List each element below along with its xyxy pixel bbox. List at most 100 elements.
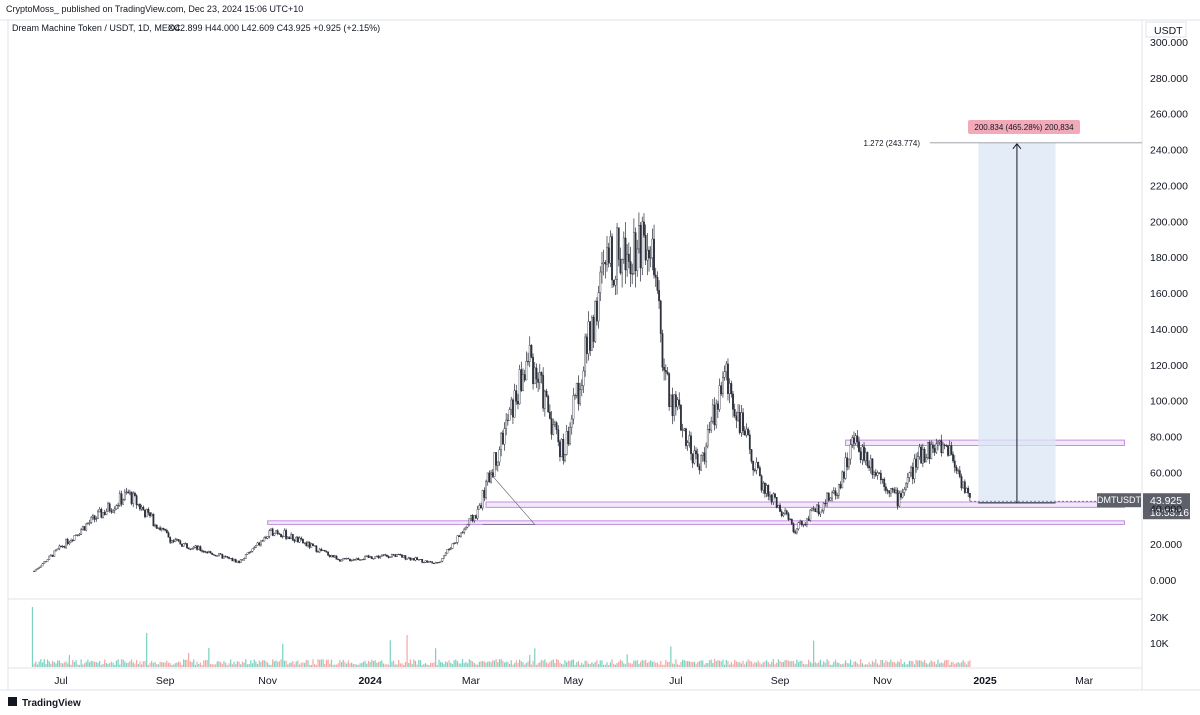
candle-body	[266, 536, 269, 539]
candle-body	[81, 526, 84, 530]
volume-bar	[214, 664, 217, 667]
volume-bar	[141, 664, 143, 667]
candle-body	[176, 539, 178, 541]
candle-body	[834, 490, 837, 496]
volume-bar	[199, 662, 202, 667]
volume-bar	[574, 664, 576, 667]
currency-box[interactable]	[1145, 21, 1187, 38]
candle-body	[456, 535, 459, 543]
candle-body	[115, 505, 118, 510]
volume-bar	[908, 660, 910, 667]
candle-series	[33, 212, 971, 572]
candle-body	[688, 435, 691, 443]
candle-body	[841, 471, 844, 489]
volume-bar	[572, 659, 574, 667]
volume-bar	[115, 660, 118, 667]
candle-body	[310, 543, 313, 548]
candle-body	[794, 531, 797, 534]
candle-body	[352, 559, 355, 561]
candle-body	[715, 403, 718, 426]
candle-body	[559, 441, 561, 457]
volume-bar	[727, 661, 729, 667]
volume-bar	[685, 661, 687, 667]
volume-bar	[211, 664, 213, 667]
volume-bar	[70, 664, 72, 667]
volume-bar	[356, 664, 358, 667]
volume-bar	[186, 659, 188, 667]
candle-body	[276, 530, 279, 534]
volume-bar	[739, 661, 741, 667]
candle-body	[538, 372, 541, 383]
volume-bar	[824, 662, 826, 667]
candle-body	[147, 508, 150, 513]
candle-body	[863, 446, 865, 461]
candle-body	[39, 565, 42, 568]
volume-bar	[371, 659, 373, 667]
candle-body	[952, 454, 954, 462]
fib-level-label: 1.272 (243.774)	[864, 139, 921, 148]
volume-bar	[855, 661, 857, 667]
volume-bar	[374, 660, 376, 667]
candle-body	[58, 545, 61, 550]
volume-bar	[72, 659, 74, 667]
volume-bar	[436, 664, 438, 667]
candle-body	[206, 551, 209, 554]
candle-body	[915, 458, 918, 468]
volume-bar	[52, 660, 54, 667]
candle-body	[123, 491, 126, 501]
candle-body	[221, 554, 224, 559]
candle-body	[443, 555, 445, 559]
candle-body	[73, 535, 76, 541]
volume-bar	[881, 659, 884, 667]
volume-bar	[905, 664, 907, 667]
candle-body	[883, 479, 886, 488]
candle-body	[777, 505, 780, 508]
candle-body	[923, 448, 926, 463]
volume-bar	[443, 663, 445, 667]
volume-bar	[409, 659, 412, 667]
volume-bar	[144, 660, 146, 667]
candle-body	[782, 513, 785, 516]
candle-body	[680, 404, 682, 431]
volume-bar	[813, 640, 815, 667]
volume-bar	[423, 663, 425, 667]
candle-body	[906, 477, 909, 484]
candle-body	[265, 537, 267, 539]
candle-body	[396, 553, 398, 557]
volume-bar	[960, 662, 963, 667]
candle-body	[525, 361, 528, 381]
candle-body	[63, 546, 66, 548]
volume-bar	[829, 664, 832, 667]
volume-bar	[772, 659, 774, 667]
volume-bar	[653, 661, 655, 667]
candle-body	[567, 431, 570, 445]
volume-bar	[36, 664, 39, 667]
candle-body	[241, 559, 244, 561]
volume-bar	[796, 659, 798, 667]
volume-bar	[196, 661, 198, 667]
candle-body	[596, 300, 598, 322]
volume-bar	[645, 659, 647, 667]
volume-bar	[781, 662, 783, 667]
volume-bar	[426, 664, 428, 667]
candle-body	[641, 221, 644, 269]
candle-body	[518, 369, 521, 405]
volume-bar	[213, 664, 215, 667]
candle-body	[733, 409, 736, 417]
volume-bar	[967, 661, 969, 667]
volume-bar	[534, 648, 536, 667]
candle-body	[347, 558, 350, 560]
volume-bar	[865, 664, 867, 667]
volume-bar	[939, 663, 941, 667]
volume-series	[31, 607, 971, 667]
candle-body	[490, 472, 492, 483]
volume-bar	[204, 660, 207, 667]
symbol-title[interactable]: Dream Machine Token / USDT, 1D, MEXC	[12, 23, 181, 33]
volume-bar	[567, 660, 569, 667]
volume-bar	[114, 664, 116, 667]
candle-body	[809, 509, 812, 521]
candle-body	[822, 502, 825, 511]
candle-body	[908, 472, 911, 478]
volume-bar	[401, 663, 403, 667]
